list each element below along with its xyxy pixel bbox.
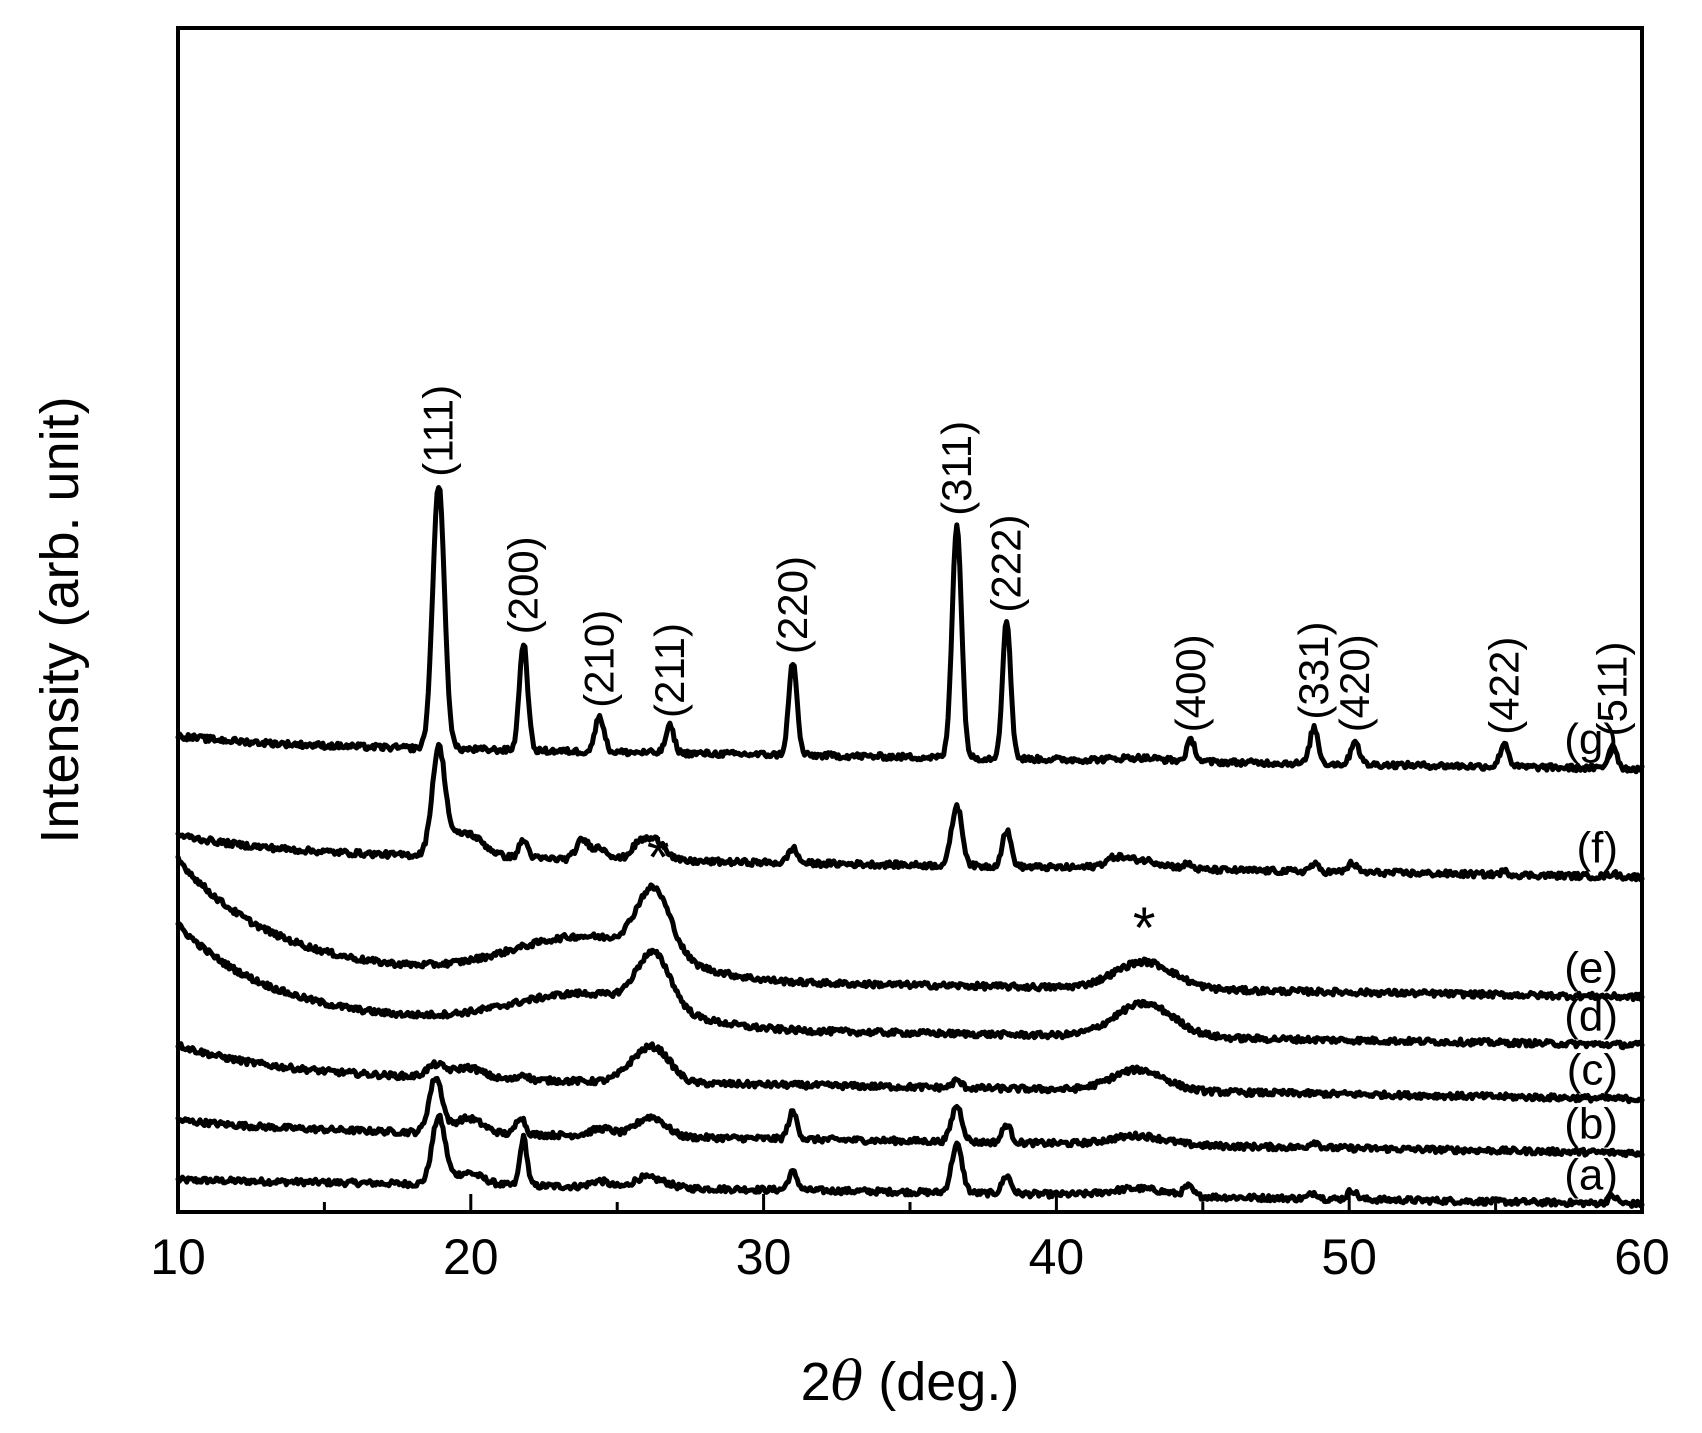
- marker-asterisk: *: [1133, 896, 1156, 961]
- series-label-d: (d): [1564, 991, 1618, 1040]
- x-axis-title: 2θ (deg.): [801, 1350, 1020, 1413]
- series-trace-g: [175, 485, 1645, 775]
- series-traces: [175, 485, 1645, 1209]
- peak-label: (311): [933, 421, 980, 516]
- peak-label: (331): [1290, 622, 1337, 720]
- series-trace-f: [175, 741, 1645, 883]
- peak-label: (422): [1480, 637, 1527, 735]
- series-label-g: (g): [1564, 715, 1618, 764]
- series-trace-b: [175, 1075, 1645, 1159]
- peak-labels: (111) (200) (210) (211) (220) (311)(222) (400)…: [415, 385, 1636, 737]
- series-trace-d: [175, 921, 1645, 1051]
- peak-label: (200): [500, 536, 547, 634]
- series-trace-a: [175, 1112, 1645, 1209]
- peak-label: (220): [769, 556, 816, 654]
- x-axis-title-theta: θ: [831, 1350, 864, 1413]
- peak-label: (511): [1589, 642, 1636, 737]
- x-tick-label: 20: [443, 1229, 499, 1285]
- y-axis-title: Intensity (arb. unit): [30, 396, 90, 843]
- axes: 10 20 30 40 50 60: [150, 26, 1670, 1285]
- x-tick-label: 50: [1321, 1229, 1377, 1285]
- peak-label: (111): [415, 385, 462, 477]
- series-labels: (a)(b) (c) (d)(e) (f) (g): [1564, 715, 1618, 1199]
- marker-asterisk: *: [647, 825, 670, 890]
- series-trace-e: [175, 854, 1645, 1003]
- series-label-e: (e): [1564, 943, 1618, 992]
- x-axis-title-prefix: 2: [801, 1352, 831, 1412]
- x-tick-label: 30: [736, 1229, 792, 1285]
- peak-label: (210): [576, 610, 623, 708]
- x-tick-label: 10: [150, 1229, 206, 1285]
- series-trace-c: [175, 1041, 1645, 1105]
- x-axis-title-unit: (deg.): [863, 1352, 1019, 1412]
- peak-label: (222): [983, 515, 1030, 613]
- x-tick-label: 60: [1614, 1229, 1670, 1285]
- series-label-b: (b): [1564, 1099, 1618, 1148]
- series-label-a: (a): [1564, 1150, 1618, 1199]
- annotations: **: [647, 825, 1156, 961]
- series-label-c: (c): [1567, 1045, 1618, 1094]
- x-tick-label: 40: [1029, 1229, 1085, 1285]
- peak-label: (400): [1167, 634, 1214, 732]
- peak-label: (211): [646, 623, 693, 718]
- peak-label: (420): [1331, 634, 1378, 732]
- series-label-f: (f): [1576, 823, 1618, 872]
